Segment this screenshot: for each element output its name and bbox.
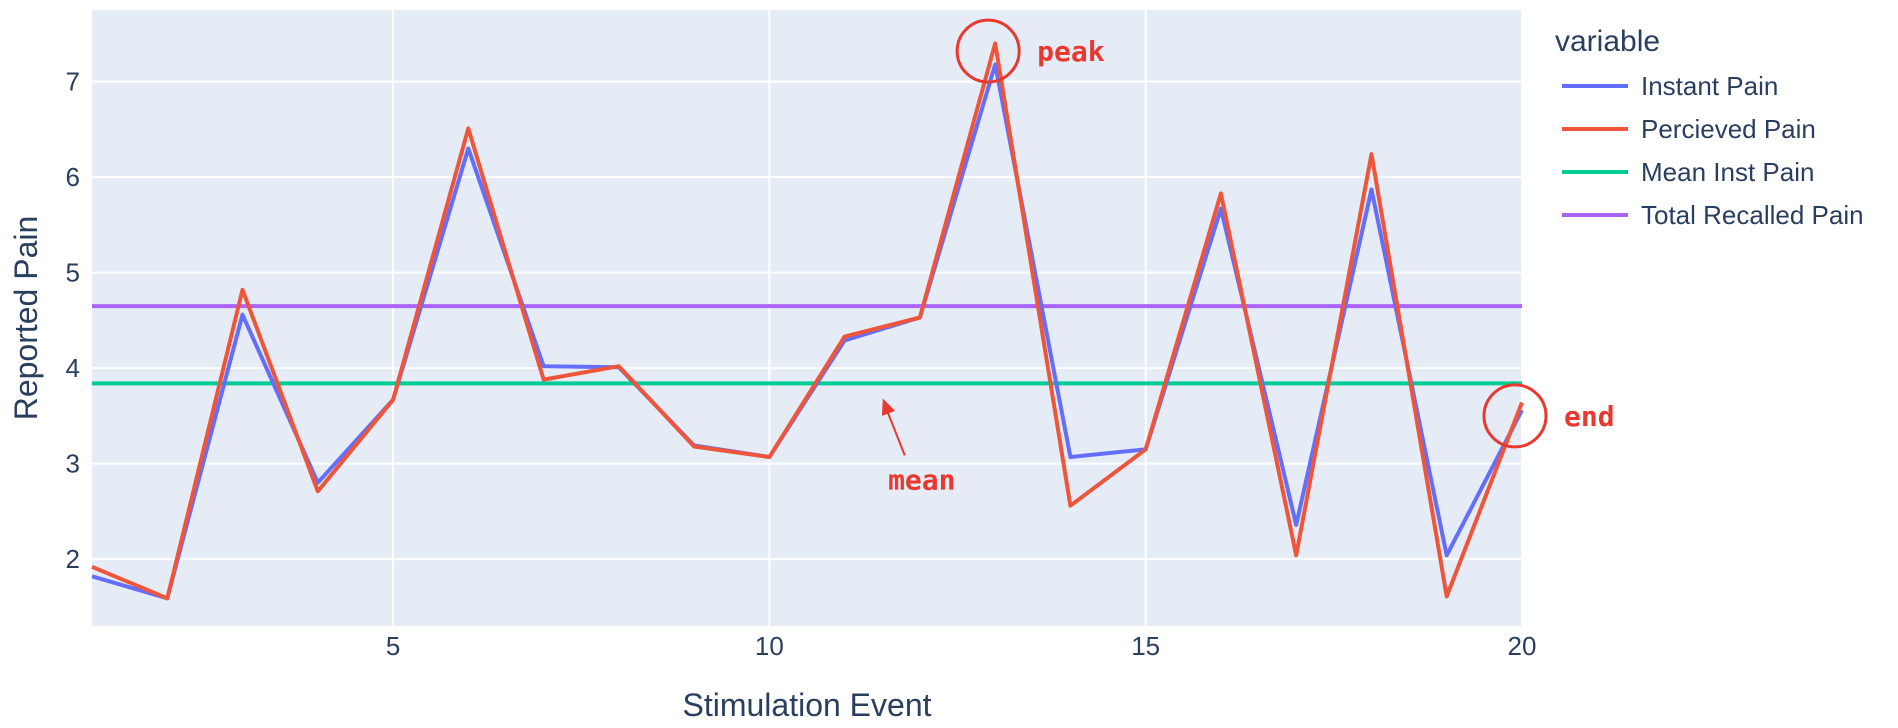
x-tick-label: 10 — [755, 631, 784, 661]
annotation-arrow-mean — [884, 407, 906, 456]
legend-label-mean-inst-pain: Mean Inst Pain — [1641, 157, 1814, 187]
grid-layer — [92, 10, 1523, 626]
legend-title: variable — [1555, 25, 1660, 58]
series-layer — [91, 41, 1524, 601]
annotation-circle-end — [1482, 383, 1548, 449]
y-tick-label: 4 — [66, 353, 80, 383]
y-tick-label: 5 — [66, 258, 80, 288]
x-tick-label: 20 — [1508, 631, 1537, 661]
y-tick-label: 6 — [66, 162, 80, 192]
y-tick-label: 3 — [66, 449, 80, 479]
legend-label-percieved-pain: Percieved Pain — [1641, 114, 1816, 144]
annotation-layer: peak end mean — [882, 18, 1615, 496]
annotation-label-end: end — [1564, 400, 1615, 433]
legend: variable Instant Pain Percieved Pain Mean … — [1555, 25, 1864, 230]
y-tick-label: 2 — [66, 544, 80, 574]
legend-label-total-recalled-pain: Total Recalled Pain — [1641, 200, 1864, 230]
x-tick-label: 15 — [1131, 631, 1160, 661]
plot-background — [92, 10, 1522, 626]
annotation-arrowhead-mean — [882, 398, 896, 416]
annotation-label-peak: peak — [1037, 35, 1105, 68]
y-tick-label: 7 — [66, 67, 80, 97]
annotation-label-mean: mean — [888, 463, 955, 496]
series-line-percieved-pain — [91, 41, 1524, 601]
annotation-circle-peak — [955, 18, 1021, 84]
x-tick-label: 5 — [386, 631, 400, 661]
y-axis-title: Reported Pain — [8, 216, 44, 421]
x-axis-title: Stimulation Event — [682, 687, 931, 723]
tick-layer: 5 10 15 20 2 3 4 5 6 7 — [66, 67, 1537, 661]
legend-label-instant-pain: Instant Pain — [1641, 71, 1778, 101]
